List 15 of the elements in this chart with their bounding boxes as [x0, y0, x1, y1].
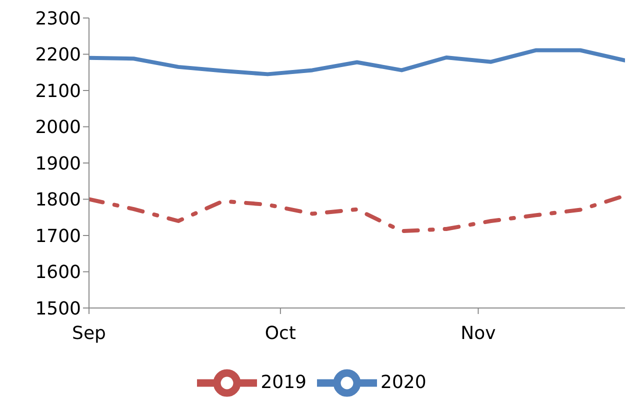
x-tick-label: Oct: [264, 322, 296, 344]
y-tick-label: 2100: [35, 80, 81, 102]
legend-label: 2019: [260, 372, 306, 393]
y-tick-label: 1500: [35, 298, 81, 320]
y-tick-label: 1900: [35, 153, 81, 174]
y-tick-label: 2300: [35, 8, 81, 30]
y-tick-label: 2200: [35, 44, 81, 66]
y-tick-label: 2000: [35, 117, 81, 138]
legend-label: 2020: [380, 372, 426, 393]
y-tick-label: 1700: [35, 226, 81, 247]
line-series: [89, 48, 625, 76]
y-tick-label: 1600: [35, 262, 81, 284]
x-tick-label: Sep: [72, 322, 106, 344]
x-tick-label: Nov: [460, 322, 496, 344]
y-tick-label: 1800: [35, 190, 81, 211]
